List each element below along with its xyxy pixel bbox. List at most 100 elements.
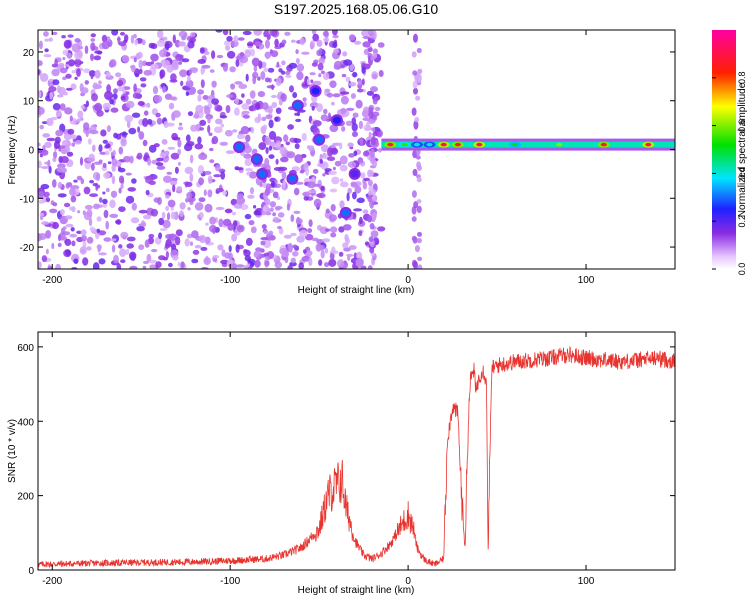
spectrogram-noise-cell (243, 114, 250, 119)
spectrogram-noise-cell (268, 154, 275, 160)
spectrogram-noise-cell (332, 30, 338, 36)
y-tick-label: 0 (28, 146, 34, 157)
spectrogram-streak-cell (260, 240, 266, 246)
spectrogram-noise-cell (185, 181, 193, 187)
spectrogram-noise-cell (90, 42, 96, 51)
spectrogram-noise-cell (100, 129, 107, 137)
y-tick-label: 600 (17, 343, 34, 354)
spectrogram-noise-cell (39, 212, 44, 217)
spectrogram-noise-cell (211, 136, 219, 145)
spectrogram-noise-cell (230, 83, 236, 90)
spectrogram-noise-cell (128, 127, 137, 135)
spectrogram-noise-cell (198, 197, 206, 203)
spectrogram-noise-cell (94, 102, 103, 112)
spectrogram-noise-cell (118, 166, 122, 171)
spectrogram-noise-cell (43, 31, 49, 37)
spectrogram-noise-cell (180, 80, 184, 87)
spectrogram-noise-cell (38, 106, 45, 115)
spectrogram-noise-cell (137, 126, 141, 133)
spectrogram-noise-cell (140, 83, 147, 88)
spectrogram-noise-cell (327, 156, 336, 161)
colorbar-gradient (712, 30, 736, 269)
spectrogram-noise-cell (130, 217, 140, 224)
spectrogram-noise-cell (342, 224, 352, 231)
spectrogram-noise-cell (96, 244, 103, 250)
spectrogram-noise-cell (61, 35, 66, 39)
spectrogram-noise-cell (177, 261, 181, 267)
spectrogram-noise-cell (165, 233, 174, 240)
spectrogram-noise-cell (131, 178, 137, 184)
spectrogram-noise-cell (111, 175, 116, 185)
spectrogram-noise-cell (125, 248, 130, 255)
spectrogram-noise-cell (151, 248, 158, 253)
colorbar-tick-label: 0.2 (737, 215, 747, 228)
spectrogram-noise-cell (65, 73, 72, 79)
spectrogram-noise-cell (69, 233, 78, 238)
spectrogram-noise-cell (175, 236, 181, 246)
spectrogram-noise-cell (289, 85, 294, 93)
spectrogram-noise-cell (293, 187, 300, 196)
spectrogram-noise-cell (203, 51, 210, 56)
spectrogram-x-label: Height of straight line (km) (298, 285, 415, 296)
spectrogram-streak-cell (413, 120, 419, 130)
spectrogram-band-peak-core (387, 142, 394, 147)
spectrogram-noise-cell (40, 73, 49, 82)
spectrogram-noise-cell (224, 129, 233, 137)
spectrogram-noise-cell (363, 177, 371, 182)
spectrogram-noise-cell (339, 178, 344, 183)
spectrogram-noise-cell (118, 41, 127, 47)
spectrogram-noise-cell (244, 50, 252, 58)
spectrogram-noise-cell (62, 226, 67, 230)
spectrogram-noise-cell (347, 187, 353, 194)
spectrogram-streak-cell (367, 179, 373, 187)
snr-y-label: SNR (10 * v/v) (7, 419, 18, 483)
spectrogram-noise-cell (334, 160, 342, 167)
spectrogram-noise-cell (255, 102, 261, 111)
spectrogram-noise-cell (287, 124, 294, 130)
spectrogram-noise-cell (325, 208, 330, 214)
spectrogram-streak-cell (416, 73, 422, 84)
spectrogram-noise-cell (70, 83, 77, 90)
spectrogram-noise-cell (286, 203, 291, 211)
spectrogram-noise-cell (356, 88, 364, 93)
spectrogram-noise-cell (208, 94, 216, 100)
spectrogram-noise-cell (290, 39, 296, 43)
spectrogram-noise-cell (77, 210, 81, 214)
spectrogram-noise-cell (39, 124, 44, 130)
spectrogram-noise-cell (119, 132, 128, 136)
spectrogram-noise-cell (253, 210, 261, 216)
y-tick-label: 0 (28, 566, 34, 577)
spectrogram-noise-cell (134, 39, 139, 46)
spectrogram-noise-cell (232, 220, 238, 227)
spectrogram-noise-cell (219, 115, 228, 119)
spectrogram-band-peak-core (454, 142, 461, 147)
spectrogram-noise-cell (281, 171, 287, 180)
spectrogram-noise-cell (121, 95, 126, 101)
spectrogram-streak-cell (369, 198, 375, 209)
spectrogram-noise-cell (342, 51, 348, 57)
spectrogram-noise-cell (270, 94, 278, 99)
spectrogram-noise-cell (143, 214, 152, 220)
spectrogram-blob (258, 170, 267, 178)
spectrogram-noise-cell (62, 49, 69, 56)
spectrogram-noise-cell (179, 69, 188, 78)
spectrogram-noise-cell (103, 209, 109, 219)
spectrogram-noise-cell (80, 178, 85, 185)
spectrogram-noise-cell (165, 194, 170, 199)
spectrogram-noise-cell (370, 86, 378, 93)
spectrogram-noise-cell (92, 183, 98, 187)
spectrogram-noise-cell (228, 263, 238, 269)
spectrogram-noise-cell (170, 243, 177, 251)
spectrogram-streak-cell (368, 30, 374, 37)
spectrogram-noise-cell (281, 39, 287, 45)
spectrogram-noise-cell (80, 104, 86, 110)
spectrogram-noise-cell (126, 243, 134, 249)
spectrogram-noise-cell (139, 77, 147, 82)
spectrogram-noise-cell (90, 38, 96, 42)
spectrogram-noise-cell (104, 90, 113, 100)
spectrogram-noise-cell (127, 187, 136, 192)
spectrogram-noise-cell (296, 63, 305, 72)
spectrogram-noise-cell (65, 249, 71, 256)
spectrogram-noise-cell (200, 79, 205, 88)
spectrogram-noise-cell (271, 102, 278, 108)
